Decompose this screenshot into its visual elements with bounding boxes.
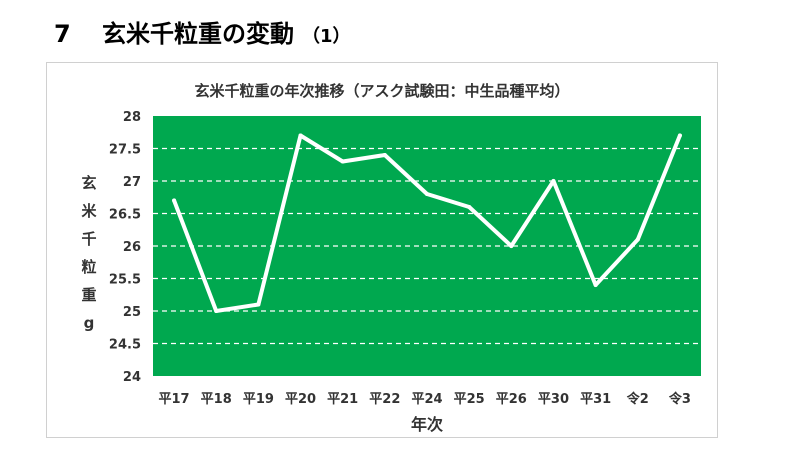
y-tick-label: 27 [123, 175, 141, 190]
data-point [635, 237, 640, 242]
x-axis-label: 年次 [411, 415, 443, 434]
y-tick-label: 24.5 [109, 338, 141, 353]
y-tick-label: 25 [123, 305, 141, 320]
y-axis-label-char: 米 [81, 202, 97, 220]
x-tick-label: 平17 [159, 392, 190, 407]
y-tick-label: 25.5 [109, 273, 141, 288]
data-point [298, 133, 303, 138]
x-tick-label: 令3 [669, 391, 691, 407]
x-tick-label: 平22 [369, 392, 400, 407]
data-point [425, 192, 429, 196]
heading-suffix: （1） [302, 26, 351, 47]
x-tick-label: 令2 [627, 391, 649, 407]
y-tick-label: 26.5 [109, 208, 141, 223]
data-point [677, 133, 682, 138]
data-point [340, 159, 345, 164]
data-point [467, 205, 472, 209]
y-axis-label-char: 粒 [81, 258, 96, 276]
x-tick-label: 平25 [454, 392, 485, 407]
x-tick-labels: 平17 平18 平19 平20 平21 平22 平24 平25 平26 平30 平31 令2 令3 [159, 391, 691, 407]
data-point [172, 198, 177, 203]
data-point [214, 309, 219, 313]
chart-frame: 玄米千粒重の年次推移（アスク試験田：中生品種平均） 24 24.5 25 25.5 26… [46, 62, 718, 438]
data-point [382, 153, 387, 157]
y-tick-label: 24 [123, 370, 141, 385]
x-tick-label: 平21 [327, 392, 358, 407]
x-tick-label: 平24 [411, 392, 442, 407]
series-layer [172, 133, 682, 313]
y-tick-label: 26 [123, 240, 141, 255]
chart-title: 玄米千粒重の年次推移（アスク試験田：中生品種平均） [194, 82, 569, 100]
x-tick-label: 平18 [201, 392, 232, 407]
y-axis-label-char: 千 [81, 230, 96, 248]
data-point [256, 302, 261, 307]
heading-title: 玄米千粒重の変動 [102, 20, 294, 48]
data-point [593, 283, 598, 287]
heading-number: 7 [54, 20, 71, 48]
x-tick-label: 平19 [243, 392, 274, 407]
y-axis-label-char: 重 [81, 286, 96, 304]
x-tick-label: 平31 [580, 392, 611, 407]
data-point [551, 179, 556, 183]
y-tick-label: 28 [123, 110, 141, 125]
x-tick-label: 平26 [496, 392, 527, 407]
y-axis-label-char: 玄 [81, 174, 96, 192]
data-point [509, 244, 514, 248]
y-axis-label-char: g [84, 314, 95, 332]
line-chart: 玄米千粒重の年次推移（アスク試験田：中生品種平均） 24 24.5 25 25.5 26… [81, 82, 701, 434]
y-tick-label: 27.5 [109, 143, 141, 158]
gridlines [153, 147, 701, 345]
page-heading: 7 玄米千粒重の変動 （1） [54, 14, 351, 49]
x-tick-label: 平30 [538, 392, 569, 407]
y-tick-labels: 24 24.5 25 25.5 26 26.5 27 27.5 28 [109, 110, 141, 385]
x-tick-label: 平20 [285, 392, 316, 407]
